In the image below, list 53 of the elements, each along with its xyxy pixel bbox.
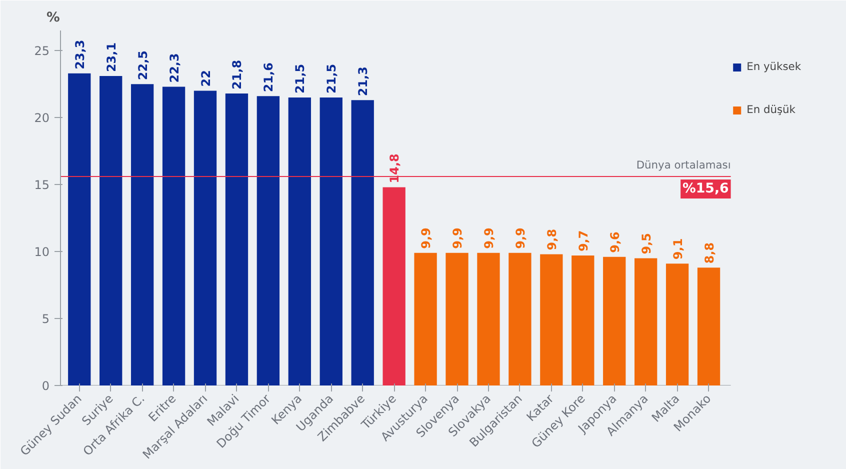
bar	[100, 76, 122, 386]
bar	[634, 258, 658, 386]
data-label: 22,5	[136, 50, 150, 80]
y-tick-label: 5	[42, 312, 50, 326]
y-tick-label: 0	[42, 379, 50, 393]
y-tick-label: 15	[34, 178, 50, 192]
bar	[666, 264, 689, 386]
legend-label: En yüksek	[746, 60, 801, 73]
bar	[382, 187, 406, 386]
data-label: 21,8	[230, 60, 244, 90]
data-label: 22	[198, 70, 213, 87]
data-label: 21,6	[262, 62, 276, 92]
bar	[256, 96, 280, 386]
data-label: 9,9	[450, 228, 465, 249]
bar	[446, 252, 468, 386]
y-tick-label: 10	[34, 245, 50, 260]
bar	[194, 90, 217, 386]
y-tick-label: 20	[34, 111, 50, 126]
bar	[288, 97, 311, 386]
data-label: 8,8	[702, 242, 716, 264]
bar	[351, 100, 374, 386]
bar	[540, 254, 563, 386]
bar	[572, 256, 594, 386]
data-label: 9,9	[482, 228, 496, 249]
bar	[130, 84, 154, 386]
data-label: 9,6	[608, 232, 622, 253]
data-label: 23,3	[72, 40, 87, 70]
legend-label: En düşük	[746, 103, 796, 116]
data-label: 9,1	[670, 238, 685, 260]
data-label: 9,9	[419, 228, 434, 249]
bar	[68, 73, 91, 386]
data-label: 9,7	[576, 230, 590, 252]
bar	[320, 97, 342, 386]
data-label: 14,8	[388, 154, 402, 184]
bar	[225, 93, 248, 386]
data-label: 9,9	[513, 228, 528, 249]
bar	[414, 252, 437, 386]
data-label: 21,5	[324, 64, 339, 94]
bar	[162, 86, 186, 386]
data-label: 22,3	[167, 53, 182, 83]
data-label: 9,8	[544, 228, 559, 250]
bar	[477, 252, 500, 386]
annotation: Dünya ortalaması	[636, 158, 731, 172]
data-label: 21,5	[293, 64, 308, 94]
data-label: 9,5	[639, 232, 654, 254]
bar	[603, 256, 626, 386]
y-tick-label: 25	[34, 44, 50, 58]
bar	[508, 252, 532, 386]
data-label: 21,3	[356, 66, 370, 96]
ref-line-label: %15,6	[682, 182, 729, 197]
data-label: 23,1	[104, 42, 118, 72]
bar	[697, 268, 720, 386]
y-axis-title: %	[46, 10, 60, 26]
